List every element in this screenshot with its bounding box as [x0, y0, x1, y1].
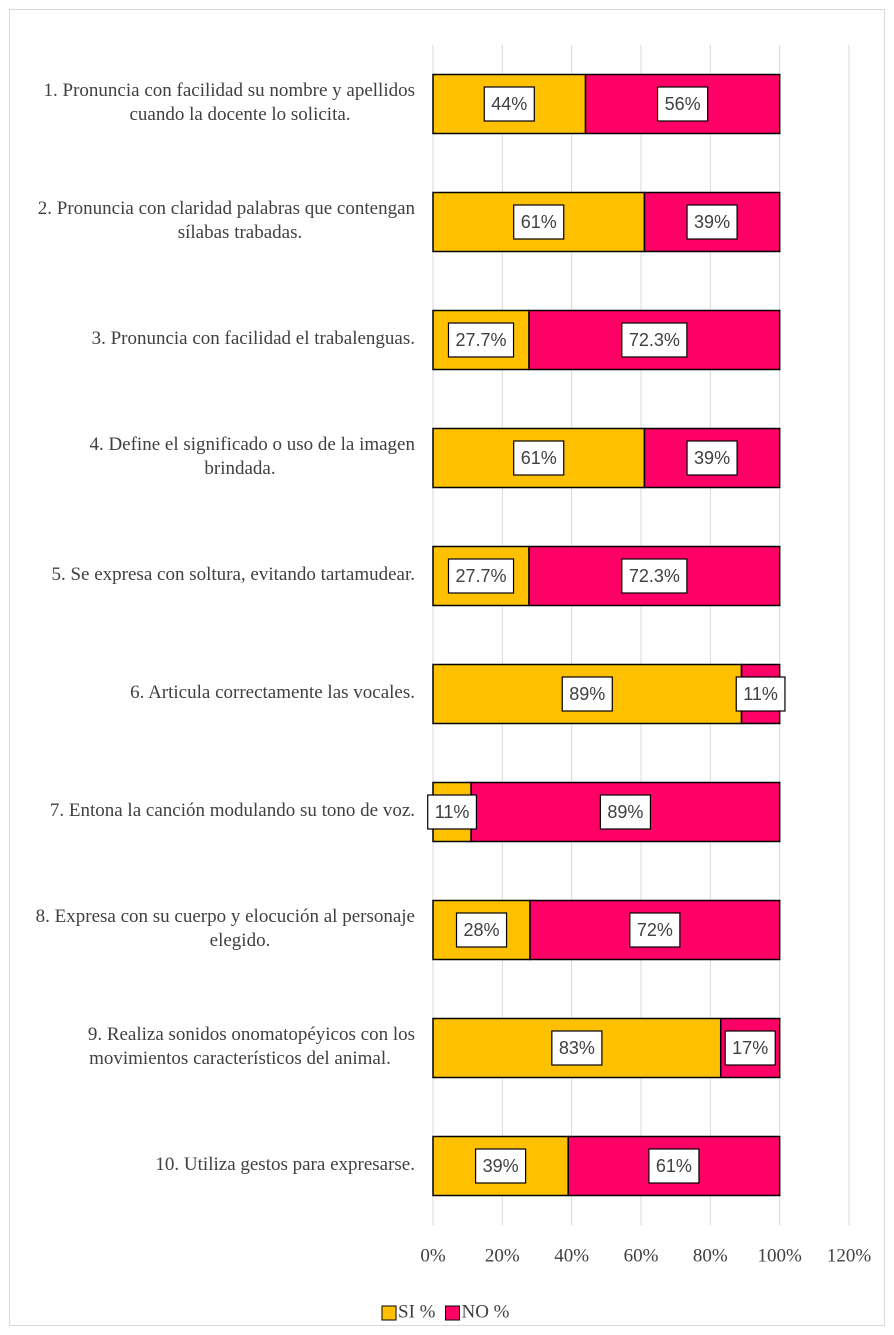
y-tick-label: 2. Pronuncia con claridad palabras que c…: [38, 198, 416, 243]
data-label-text: 61%: [521, 448, 557, 468]
data-label: 39%: [686, 440, 738, 476]
data-label-text: 44%: [491, 94, 527, 114]
data-label-text: 72%: [637, 920, 673, 940]
data-label-box: [474, 1148, 527, 1184]
legend-swatch: [381, 1305, 397, 1321]
bar-segment: [643, 191, 781, 253]
data-label-text: 27.7%: [455, 330, 506, 350]
data-label-box: [483, 86, 535, 122]
y-tick-label: 5. Se expresa con soltura, evitando tart…: [51, 564, 415, 585]
data-label-box: [656, 86, 709, 122]
x-tick-label: 60%: [624, 1245, 659, 1266]
y-tick-label: 4. Define el significado o uso de la ima…: [89, 434, 415, 479]
data-label-box: [599, 794, 652, 830]
data-label: 17%: [724, 1030, 776, 1066]
data-label-text: 72.3%: [629, 566, 680, 586]
legend-label: SI %: [398, 1301, 436, 1322]
data-label: 28%: [455, 912, 508, 948]
legend-swatch: [444, 1305, 460, 1321]
y-tick-label: 10. Utiliza gestos para expresarse.: [155, 1154, 415, 1175]
data-label-box: [621, 558, 688, 594]
y-tick-label: 9. Realiza sonidos onomatopéyicos con lo…: [88, 1024, 415, 1069]
data-label-box: [724, 1030, 776, 1066]
x-tick-label: 40%: [554, 1245, 589, 1266]
data-label-box: [648, 1148, 700, 1184]
y-tick-label: 8. Expresa con su cuerpo y elocución al …: [36, 906, 415, 951]
data-label: 72.3%: [621, 322, 688, 358]
data-label-text: 39%: [694, 212, 730, 232]
data-label-text: 61%: [656, 1156, 692, 1176]
data-label: 89%: [561, 676, 613, 712]
y-tick-label: 6. Articula correctamente las vocales.: [130, 682, 415, 703]
data-label: 61%: [648, 1148, 700, 1184]
data-label-text: 27.7%: [455, 566, 506, 586]
data-label-text: 56%: [665, 94, 701, 114]
data-label: 39%: [686, 204, 738, 240]
data-label-box: [427, 794, 478, 830]
data-label: 27.7%: [447, 558, 515, 594]
data-label-text: 83%: [559, 1038, 595, 1058]
data-label-box: [447, 322, 515, 358]
data-label: 72.3%: [621, 558, 688, 594]
data-label-text: 11%: [435, 802, 470, 822]
data-label-box: [513, 440, 565, 476]
data-label-box: [551, 1030, 603, 1066]
data-label: 56%: [656, 86, 709, 122]
data-label: 61%: [513, 204, 565, 240]
data-label: 27.7%: [447, 322, 515, 358]
x-tick-label: 20%: [485, 1245, 520, 1266]
data-label-text: 39%: [483, 1156, 519, 1176]
data-label: 39%: [474, 1148, 527, 1184]
y-tick-label: 7. Entona la canción modulando su tono d…: [50, 800, 415, 821]
data-label: 83%: [551, 1030, 603, 1066]
data-label: 11%: [427, 794, 478, 830]
y-tick-label: 3. Pronuncia con facilidad el trabalengu…: [92, 328, 415, 349]
data-label-text: 11%: [743, 684, 778, 704]
data-label: 89%: [599, 794, 652, 830]
data-label: 72%: [629, 912, 681, 948]
data-label-box: [513, 204, 565, 240]
data-label-text: 72.3%: [629, 330, 680, 350]
data-label-box: [561, 676, 613, 712]
data-label-text: 17%: [732, 1038, 768, 1058]
x-tick-label: 100%: [758, 1245, 803, 1266]
data-label-box: [629, 912, 681, 948]
data-label-box: [621, 322, 688, 358]
data-label: 44%: [483, 86, 535, 122]
x-tick-label: 80%: [693, 1245, 728, 1266]
data-label: 11%: [735, 676, 786, 712]
data-label-box: [735, 676, 786, 712]
data-label-box: [686, 440, 738, 476]
x-tick-label: 0%: [420, 1245, 446, 1266]
x-tick-label: 120%: [827, 1245, 872, 1266]
data-label-box: [686, 204, 738, 240]
data-label-text: 61%: [521, 212, 557, 232]
data-label-box: [447, 558, 515, 594]
legend-label: NO %: [461, 1301, 509, 1322]
data-label-text: 39%: [694, 448, 730, 468]
data-label-box: [455, 912, 508, 948]
data-label-text: 89%: [569, 684, 605, 704]
y-tick-label: 1. Pronuncia con facilidad su nombre y a…: [44, 80, 415, 125]
data-label: 61%: [513, 440, 565, 476]
data-label-text: 28%: [464, 920, 500, 940]
data-label-text: 89%: [607, 802, 643, 822]
